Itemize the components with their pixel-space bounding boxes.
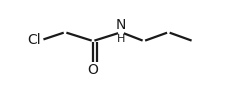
- Text: H: H: [116, 34, 125, 44]
- Text: Cl: Cl: [27, 33, 40, 47]
- Text: O: O: [87, 63, 98, 77]
- Text: N: N: [115, 18, 126, 32]
